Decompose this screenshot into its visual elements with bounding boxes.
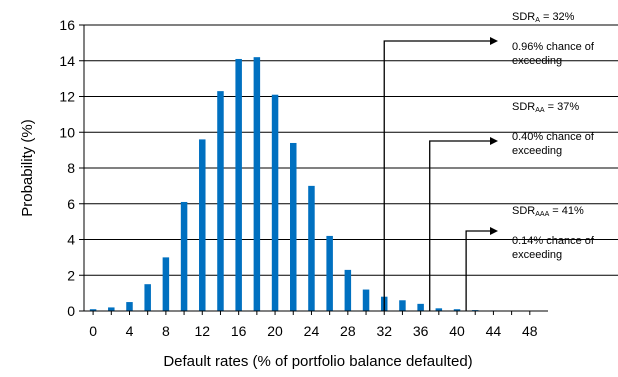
- y-axis-title: Probability (%): [19, 119, 36, 217]
- bar-5: [180, 201, 188, 311]
- x-tick-label-7: 28: [340, 323, 356, 339]
- gridlines: [84, 24, 618, 276]
- x-tick-label-12: 48: [522, 323, 538, 339]
- sdr-aa-arrow-line: [429, 140, 491, 311]
- sdr-aa-arrow-head: [490, 137, 498, 145]
- bar-11: [290, 142, 297, 311]
- y-tick-label-5: 10: [59, 124, 75, 140]
- bar-18: [417, 303, 424, 311]
- y-tick-label-4: 8: [67, 160, 75, 176]
- y-tick-label-0: 0: [67, 303, 75, 319]
- bar-13: [326, 235, 333, 311]
- y-tick-labels: 0 2 4 6 8 10 12 14 16: [59, 17, 75, 319]
- sdr-a-label: SDRA = 32%: [512, 11, 575, 24]
- y-tick-label-7: 14: [59, 53, 75, 69]
- sdr-aaa-arrow-head: [490, 227, 498, 235]
- bar-20: [453, 309, 461, 311]
- sdr-aa-note-line2: exceeding: [512, 145, 562, 157]
- x-tick-label-8: 32: [376, 323, 392, 339]
- sdr-a-arrow-line: [383, 40, 491, 311]
- x-tick-labels: 0 4 8 12 16 20 24 28 32 36 40 44 48: [89, 323, 538, 339]
- y-tick-label-6: 12: [59, 89, 75, 105]
- annotations: SDRA = 32% 0.96% chance of exceeding SDRAA …: [512, 11, 595, 261]
- x-axis-title: Default rates (% of portfolio balance de…: [163, 353, 472, 370]
- bar-15: [362, 289, 370, 311]
- bar-10: [271, 94, 279, 312]
- y-tick-label-2: 4: [67, 232, 75, 248]
- x-tick-label-0: 0: [89, 323, 97, 339]
- x-tick-label-9: 36: [413, 323, 429, 339]
- bar-19: [435, 308, 443, 311]
- sdr-aaa-note-line1: 0.14% chance of: [512, 235, 595, 247]
- x-tick-label-4: 16: [231, 323, 247, 339]
- x-tick-label-11: 44: [486, 323, 502, 339]
- sdr-aaa-label: SDRAAA = 41%: [512, 205, 584, 218]
- bar-17: [399, 300, 406, 311]
- x-tick-label-3: 12: [194, 323, 210, 339]
- x-tick-label-6: 24: [304, 323, 320, 339]
- bar-8: [235, 58, 242, 312]
- bar-14: [344, 269, 352, 311]
- y-tick-label-3: 6: [67, 196, 75, 212]
- x-tick-label-2: 8: [162, 323, 170, 339]
- bar-9: [253, 57, 261, 311]
- sdr-aa-label: SDRAA = 37%: [512, 101, 579, 114]
- bar-2: [126, 302, 133, 311]
- bar-6: [199, 139, 206, 311]
- threshold-arrows: [383, 37, 498, 311]
- bar-3: [144, 284, 151, 311]
- sdr-aaa-arrow-line: [465, 230, 491, 311]
- bar-1: [108, 307, 115, 311]
- bar-0: [89, 309, 97, 311]
- y-tick-label-1: 2: [67, 267, 75, 283]
- x-tick-label-5: 20: [267, 323, 283, 339]
- sdr-a-arrow-head: [490, 37, 498, 45]
- y-tick-label-8: 16: [59, 17, 75, 33]
- x-tick-label-10: 40: [449, 323, 465, 339]
- sdr-a-note-line1: 0.96% chance of: [512, 41, 595, 53]
- bar-7: [217, 91, 224, 311]
- sdr-aa-note-line1: 0.40% chance of: [512, 131, 595, 143]
- bar-12: [308, 185, 315, 311]
- x-tick-label-1: 4: [126, 323, 134, 339]
- sdr-aaa-note-line2: exceeding: [512, 249, 562, 261]
- bar-4: [162, 257, 170, 311]
- axes: [79, 24, 548, 315]
- sdr-a-note-line2: exceeding: [512, 55, 562, 67]
